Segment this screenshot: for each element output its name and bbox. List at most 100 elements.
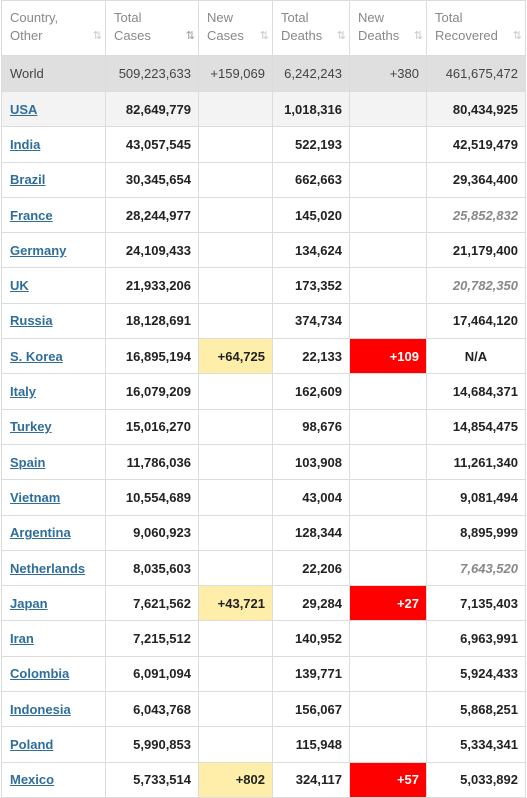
- table-row: Iran 7,215,512 140,952 6,963,991: [1, 620, 526, 657]
- total-cases-cell: 16,895,194: [105, 338, 199, 375]
- total-deaths-cell: 29,284: [272, 585, 350, 622]
- total-recovered-cell: 5,868,251: [426, 691, 526, 728]
- total-recovered-cell: 29,364,400: [426, 161, 526, 198]
- country-link[interactable]: India: [10, 136, 41, 152]
- new-cases-cell: +64,725: [198, 338, 273, 375]
- country-link[interactable]: UK: [10, 278, 29, 294]
- total-deaths-cell: 324,117: [272, 761, 350, 798]
- sort-icon: ⇅: [92, 30, 102, 42]
- total-recovered-cell: 14,854,475: [426, 408, 526, 445]
- country-cell: Poland: [1, 726, 106, 763]
- new-cases-cell: [198, 479, 273, 516]
- total-deaths-cell: 103,908: [272, 443, 350, 481]
- new-deaths-cell: [349, 655, 427, 693]
- new-deaths-cell: [349, 302, 427, 340]
- world-total-recovered: 461,675,472: [426, 55, 526, 92]
- total-deaths-cell: 145,020: [272, 196, 350, 234]
- country-link[interactable]: Germany: [10, 242, 67, 258]
- new-cases-cell: [198, 655, 273, 693]
- table-row: Russia 18,128,691 374,734 17,464,120: [1, 302, 526, 340]
- total-cases-cell: 43,057,545: [105, 126, 199, 163]
- total-recovered-cell: 21,179,400: [426, 232, 526, 269]
- new-deaths-cell: [349, 514, 427, 551]
- header-new-deaths[interactable]: New Deaths ⇅: [349, 0, 427, 56]
- world-total-deaths: 6,242,243: [272, 55, 350, 92]
- total-cases-cell: 21,933,206: [105, 267, 199, 304]
- country-link[interactable]: Netherlands: [10, 560, 86, 576]
- header-new-cases[interactable]: New Cases ⇅: [198, 0, 273, 56]
- world-label: World: [1, 55, 106, 92]
- total-cases-cell: 8,035,603: [105, 549, 199, 587]
- total-recovered-cell: 7,135,403: [426, 585, 526, 622]
- country-cell: Indonesia: [1, 691, 106, 728]
- country-link[interactable]: S. Korea: [10, 348, 63, 364]
- total-cases-cell: 5,990,853: [105, 726, 199, 763]
- country-link[interactable]: Poland: [10, 736, 54, 752]
- world-row: World 509,223,633 +159,069 6,242,243 +38…: [1, 55, 526, 92]
- table-row: Italy 16,079,209 162,609 14,684,371: [1, 373, 526, 410]
- country-link[interactable]: Spain: [10, 454, 46, 470]
- total-cases-cell: 5,733,514: [105, 761, 199, 798]
- total-cases-cell: 15,016,270: [105, 408, 199, 445]
- new-cases-cell: [198, 161, 273, 198]
- country-cell: Netherlands: [1, 549, 106, 587]
- new-cases-cell: [198, 90, 273, 128]
- new-deaths-cell: [349, 408, 427, 445]
- total-recovered-cell: 80,434,925: [426, 90, 526, 128]
- new-deaths-cell: [349, 373, 427, 410]
- table-row: Indonesia 6,043,768 156,067 5,868,251: [1, 691, 526, 728]
- country-link[interactable]: Colombia: [10, 666, 70, 682]
- new-cases-cell: [198, 373, 273, 410]
- country-link[interactable]: Turkey: [10, 419, 52, 435]
- country-link[interactable]: Argentina: [10, 525, 71, 541]
- country-link[interactable]: Indonesia: [10, 701, 71, 717]
- country-link[interactable]: Iran: [10, 631, 34, 647]
- table-row: Brazil 30,345,654 662,663 29,364,400: [1, 161, 526, 198]
- total-deaths-cell: 115,948: [272, 726, 350, 763]
- total-deaths-cell: 1,018,316: [272, 90, 350, 128]
- country-link[interactable]: USA: [10, 101, 38, 117]
- country-cell: Russia: [1, 302, 106, 340]
- country-link[interactable]: Brazil: [10, 172, 46, 188]
- total-cases-cell: 6,043,768: [105, 691, 199, 728]
- new-cases-cell: [198, 726, 273, 763]
- new-deaths-cell: [349, 232, 427, 269]
- new-cases-cell: [198, 443, 273, 481]
- new-deaths-cell: [349, 479, 427, 516]
- total-recovered-cell: 5,033,892: [426, 761, 526, 798]
- total-recovered-cell: N/A: [426, 338, 526, 375]
- country-link[interactable]: Russia: [10, 313, 53, 329]
- total-cases-cell: 30,345,654: [105, 161, 199, 198]
- total-cases-cell: 7,215,512: [105, 620, 199, 657]
- total-deaths-cell: 98,676: [272, 408, 350, 445]
- new-deaths-cell: [349, 691, 427, 728]
- total-deaths-cell: 522,193: [272, 126, 350, 163]
- table-row: India 43,057,545 522,193 42,519,479: [1, 126, 526, 163]
- country-link[interactable]: Japan: [10, 595, 48, 611]
- country-cell: Italy: [1, 373, 106, 410]
- new-deaths-cell: +27: [349, 585, 427, 622]
- total-cases-cell: 9,060,923: [105, 514, 199, 551]
- country-cell: Japan: [1, 585, 106, 622]
- country-link[interactable]: Italy: [10, 384, 37, 400]
- table-row: Colombia 6,091,094 139,771 5,924,433: [1, 655, 526, 693]
- new-cases-cell: [198, 232, 273, 269]
- total-recovered-cell: 25,852,832: [426, 196, 526, 234]
- header-total-cases[interactable]: Total Cases ⇅: [105, 0, 199, 56]
- country-cell: Mexico: [1, 761, 106, 798]
- country-link[interactable]: Mexico: [10, 772, 55, 788]
- total-recovered-cell: 42,519,479: [426, 126, 526, 163]
- total-deaths-cell: 134,624: [272, 232, 350, 269]
- header-total-recovered[interactable]: Total Recovered ⇅: [426, 0, 526, 56]
- total-cases-cell: 28,244,977: [105, 196, 199, 234]
- country-link[interactable]: Vietnam: [10, 489, 61, 505]
- country-link[interactable]: France: [10, 207, 53, 223]
- new-deaths-cell: [349, 549, 427, 587]
- new-deaths-cell: [349, 196, 427, 234]
- total-deaths-cell: 139,771: [272, 655, 350, 693]
- table-row: UK 21,933,206 173,352 20,782,350: [1, 267, 526, 304]
- total-deaths-cell: 156,067: [272, 691, 350, 728]
- header-total-deaths[interactable]: Total Deaths ⇅: [272, 0, 350, 56]
- table-row: Turkey 15,016,270 98,676 14,854,475: [1, 408, 526, 445]
- header-country[interactable]: Country, Other ⇅: [1, 0, 106, 56]
